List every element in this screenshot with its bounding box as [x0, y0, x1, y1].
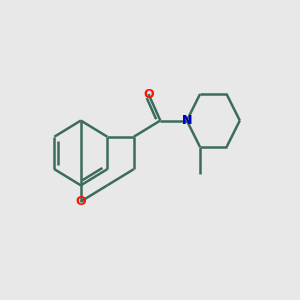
Text: N: N [182, 114, 192, 127]
Text: N: N [182, 114, 192, 127]
Text: O: O [76, 195, 86, 208]
Text: O: O [143, 88, 154, 100]
